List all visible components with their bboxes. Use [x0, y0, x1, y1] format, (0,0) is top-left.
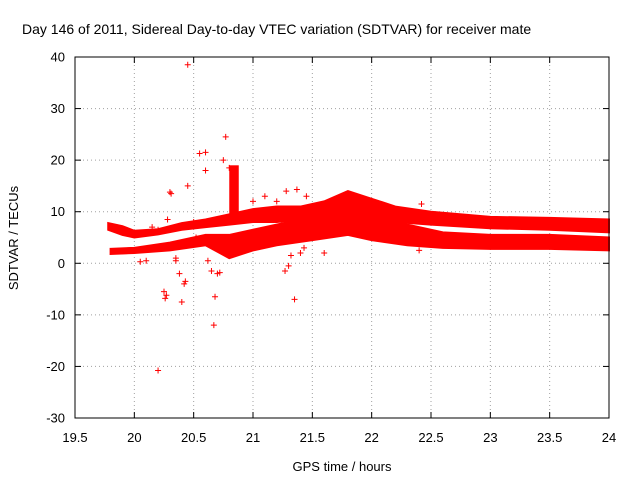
y-tick-label: 0	[58, 256, 65, 271]
y-tick-label: -10	[46, 307, 65, 322]
x-tick-label: 23	[483, 430, 497, 445]
y-tick-label: 40	[51, 50, 65, 65]
data-point	[202, 167, 209, 174]
data-point	[287, 252, 294, 259]
data-point	[163, 292, 170, 299]
data-point	[196, 150, 203, 157]
data-point	[202, 149, 209, 156]
data-point	[216, 269, 223, 276]
x-tick-label: 20.5	[181, 430, 206, 445]
data-point	[250, 198, 256, 205]
data-point	[220, 157, 227, 164]
data-point	[261, 193, 268, 200]
y-tick-label: -20	[46, 359, 65, 374]
spike-cluster	[229, 165, 239, 217]
data-point	[178, 298, 185, 305]
data-point	[297, 249, 304, 256]
data-point	[181, 280, 188, 287]
data-point	[184, 182, 191, 189]
y-tick-label: -30	[46, 411, 65, 426]
data-point	[188, 237, 195, 244]
data-point	[282, 268, 289, 275]
data-point	[176, 270, 183, 277]
data-point	[162, 295, 169, 302]
chart-title: Day 146 of 2011, Sidereal Day-to-day VTE…	[22, 21, 531, 37]
data-point	[208, 268, 215, 275]
data-point	[190, 219, 197, 226]
data-point	[291, 296, 298, 303]
data-point	[149, 224, 156, 231]
data-point	[303, 193, 310, 200]
y-tick-label: 10	[51, 204, 65, 219]
x-tick-label: 19.5	[62, 430, 87, 445]
data-point	[301, 244, 308, 251]
x-tick-label: 22.5	[418, 430, 443, 445]
data-point	[184, 61, 191, 68]
x-tick-label: 20	[127, 430, 141, 445]
data-point	[182, 278, 189, 285]
x-tick-label: 24	[602, 430, 616, 445]
x-tick-label: 22	[364, 430, 378, 445]
y-axis-label: SDTVAR / TECUs	[6, 185, 21, 290]
y-tick-label: 20	[51, 153, 65, 168]
data-point	[226, 164, 233, 171]
data-point	[172, 257, 179, 264]
x-axis-label: GPS time / hours	[293, 459, 392, 474]
data-point	[204, 257, 211, 264]
data-point	[164, 216, 171, 223]
data-point	[416, 247, 423, 254]
data-point	[143, 257, 150, 264]
data-point	[155, 226, 162, 233]
data-point	[309, 203, 316, 210]
x-tick-label: 23.5	[537, 430, 562, 445]
data-point	[285, 262, 292, 269]
data-point	[283, 188, 290, 195]
data-point	[321, 249, 328, 256]
data-point	[293, 186, 300, 193]
data-point	[168, 190, 175, 197]
data-point	[193, 234, 200, 241]
y-tick-label: 30	[51, 101, 65, 116]
plot-frame	[74, 56, 610, 419]
x-tick-label: 21.5	[300, 430, 325, 445]
data-point	[210, 322, 217, 329]
data-point	[222, 133, 229, 140]
axes: 19.5 20 20.5 21 21.5 22 22.5 23 23.5 24 -30 -20 -10 0…	[46, 50, 616, 446]
data-point	[137, 258, 144, 265]
data-point	[418, 200, 425, 207]
data-point	[155, 367, 162, 374]
x-tick-label: 21	[246, 430, 260, 445]
data-point	[161, 288, 167, 295]
data-point	[212, 293, 219, 300]
data-point	[273, 198, 280, 205]
